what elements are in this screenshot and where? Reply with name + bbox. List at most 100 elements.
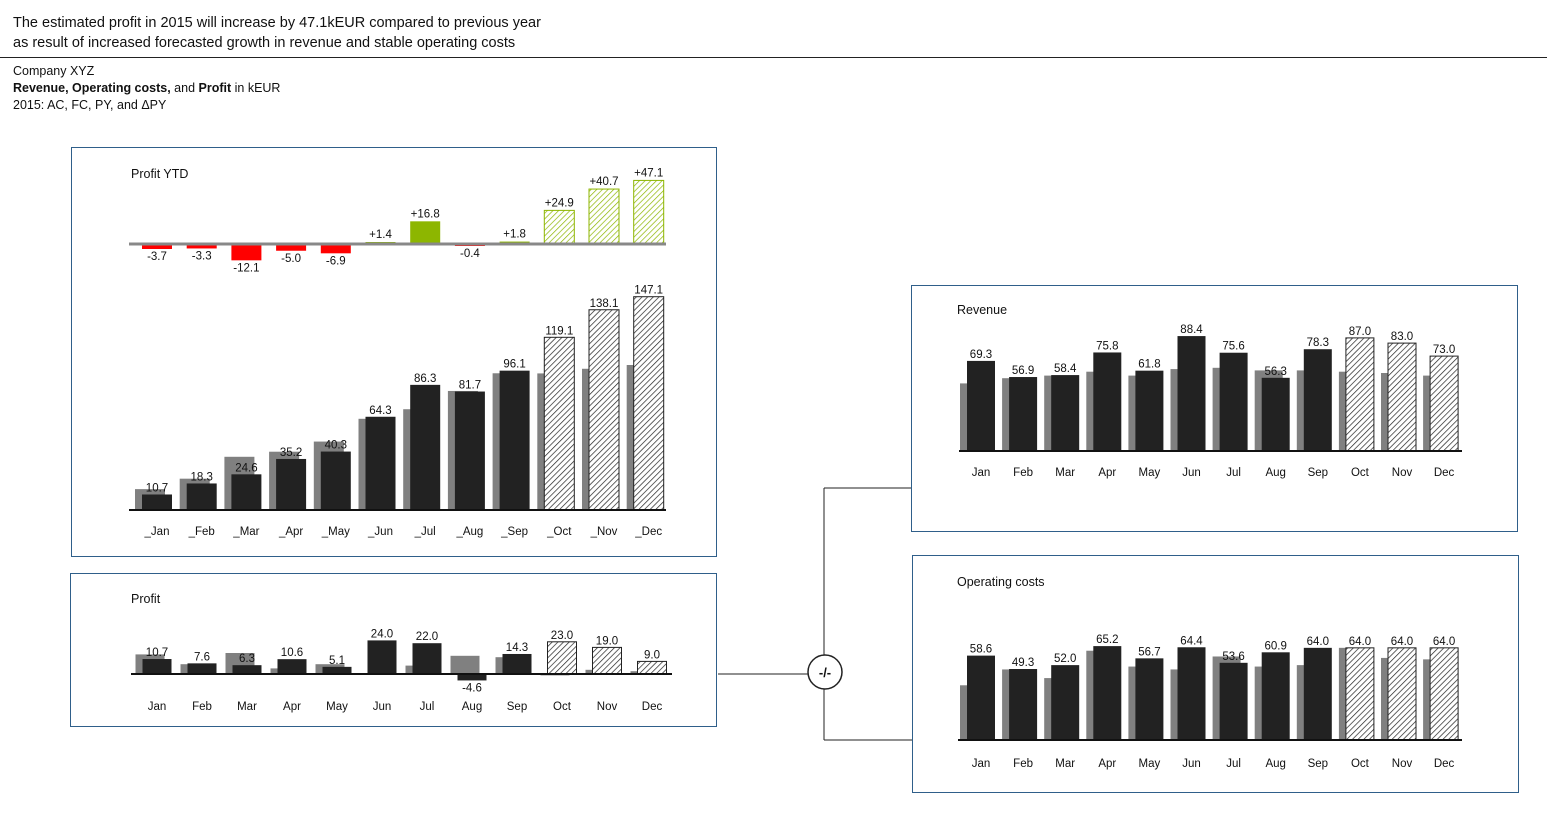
category-label: May — [1139, 758, 1161, 770]
ac-bar — [231, 474, 262, 510]
category-label: May — [1139, 467, 1161, 479]
delta-bar-negative — [276, 244, 307, 251]
ac-bar — [1009, 377, 1038, 451]
category-label: _Jul — [414, 526, 436, 538]
data-label: 64.0 — [1349, 636, 1371, 648]
ac-bar — [232, 665, 262, 674]
data-label: 138.1 — [590, 298, 619, 310]
ac-bar — [1303, 349, 1332, 451]
data-label: 73.0 — [1433, 344, 1455, 356]
data-label: 60.9 — [1265, 640, 1287, 652]
measures-and: and — [170, 81, 199, 95]
category-label: Jan — [972, 467, 991, 479]
ac-bar — [1219, 662, 1248, 740]
data-label: 19.0 — [596, 635, 618, 647]
data-label: 88.4 — [1180, 324, 1203, 336]
measures-bold-1: Revenue, Operating costs, — [13, 81, 171, 95]
operator-symbol: -/- — [819, 665, 831, 680]
data-label: 7.6 — [194, 651, 210, 663]
ac-bar — [502, 653, 532, 674]
data-label: 81.7 — [459, 380, 481, 392]
category-label: Oct — [1351, 758, 1370, 770]
delta-bar-positive — [410, 221, 441, 244]
category-label: _Jun — [367, 526, 393, 538]
delta-label: +1.8 — [503, 229, 526, 241]
category-label: Aug — [1265, 758, 1285, 770]
category-label: _Apr — [278, 526, 303, 538]
data-label: 35.2 — [280, 447, 302, 459]
data-label: 9.0 — [644, 649, 660, 661]
profit-ytd-panel: Profit YTD -3.7 -3.3 -12.1 -5.0 -6.9 +1.4 +16.… — [71, 147, 717, 557]
ac-bar — [186, 483, 217, 510]
category-label: Nov — [597, 701, 618, 713]
delta-label: -5.0 — [281, 253, 301, 265]
data-label: 64.3 — [369, 405, 391, 417]
data-label: 87.0 — [1349, 326, 1371, 338]
data-label: 23.0 — [551, 630, 573, 642]
ac-bar — [1261, 377, 1290, 451]
data-label: 52.0 — [1054, 653, 1076, 665]
ac-bar — [276, 458, 307, 510]
ac-bar — [499, 370, 530, 510]
ac-bar — [1177, 336, 1206, 451]
ac-bar — [1303, 647, 1332, 740]
data-label: 14.3 — [506, 642, 528, 654]
category-label: Aug — [1265, 467, 1285, 479]
category-label: Jul — [420, 701, 435, 713]
data-label: 6.3 — [239, 653, 255, 665]
data-label: 56.9 — [1012, 365, 1034, 377]
category-label: Dec — [1434, 758, 1455, 770]
data-label: 10.7 — [146, 647, 168, 659]
measures-bold-2: Profit — [198, 81, 232, 95]
ac-bar — [454, 391, 485, 510]
data-label: 61.8 — [1138, 359, 1160, 371]
data-label: 119.1 — [545, 325, 573, 337]
category-label: Jan — [148, 701, 167, 713]
category-label: Mar — [1055, 758, 1075, 770]
ac-bar — [365, 416, 396, 510]
data-label: 10.6 — [281, 647, 303, 659]
operating-costs-title: Operating costs — [957, 575, 1045, 589]
delta-bar-negative — [320, 244, 351, 254]
data-label: 58.4 — [1054, 363, 1077, 375]
data-label: 58.6 — [970, 644, 992, 656]
operating-costs-chart: 58.6 Jan 49.3 Feb 52.0 Mar 65.2 Apr 56.7 May 64.4 J… — [958, 634, 1462, 770]
ac-bar — [142, 659, 172, 674]
data-label: 69.3 — [970, 349, 992, 361]
category-label: Apr — [1098, 758, 1116, 770]
ac-bar — [1135, 370, 1164, 451]
ac-bar — [367, 640, 397, 674]
profit-title: Profit — [131, 592, 161, 606]
ac-bar — [410, 384, 441, 510]
delta-label: +1.4 — [369, 229, 392, 241]
data-label: 64.0 — [1391, 636, 1413, 648]
ac-bar — [1261, 652, 1290, 740]
category-label: Mar — [1055, 467, 1075, 479]
ac-bar — [142, 494, 172, 510]
profit-ytd-chart: -3.7 -3.3 -12.1 -5.0 -6.9 +1.4 +16.8 -0.4 +1.8 +2… — [129, 167, 666, 538]
category-label: _Dec — [634, 526, 662, 538]
delta-bar-negative — [231, 244, 262, 261]
category-label: Mar — [237, 701, 257, 713]
category-label: _Sep — [500, 526, 528, 538]
data-label: 64.0 — [1433, 636, 1455, 648]
category-label: Sep — [1308, 758, 1328, 770]
data-label: 64.0 — [1307, 636, 1329, 648]
category-label: Feb — [192, 701, 212, 713]
delta-label: -12.1 — [233, 262, 259, 274]
ac-bar — [457, 674, 487, 681]
ac-bar — [1051, 375, 1080, 451]
delta-label: -6.9 — [326, 255, 346, 267]
ac-bar — [322, 666, 352, 674]
operator-circle — [807, 654, 843, 690]
data-label: 64.4 — [1180, 635, 1203, 647]
category-label: Nov — [1392, 467, 1413, 479]
revenue-panel: Revenue 69.3 Jan 56.9 Feb 58.4 Mar 75.8 Apr 61.8… — [911, 285, 1518, 532]
company-name: Company XYZ — [13, 64, 95, 78]
category-label: Dec — [1434, 467, 1455, 479]
data-label: 56.3 — [1265, 366, 1287, 378]
data-label: 96.1 — [503, 359, 525, 371]
category-label: _May — [321, 526, 350, 538]
delta-label: -0.4 — [460, 248, 480, 260]
